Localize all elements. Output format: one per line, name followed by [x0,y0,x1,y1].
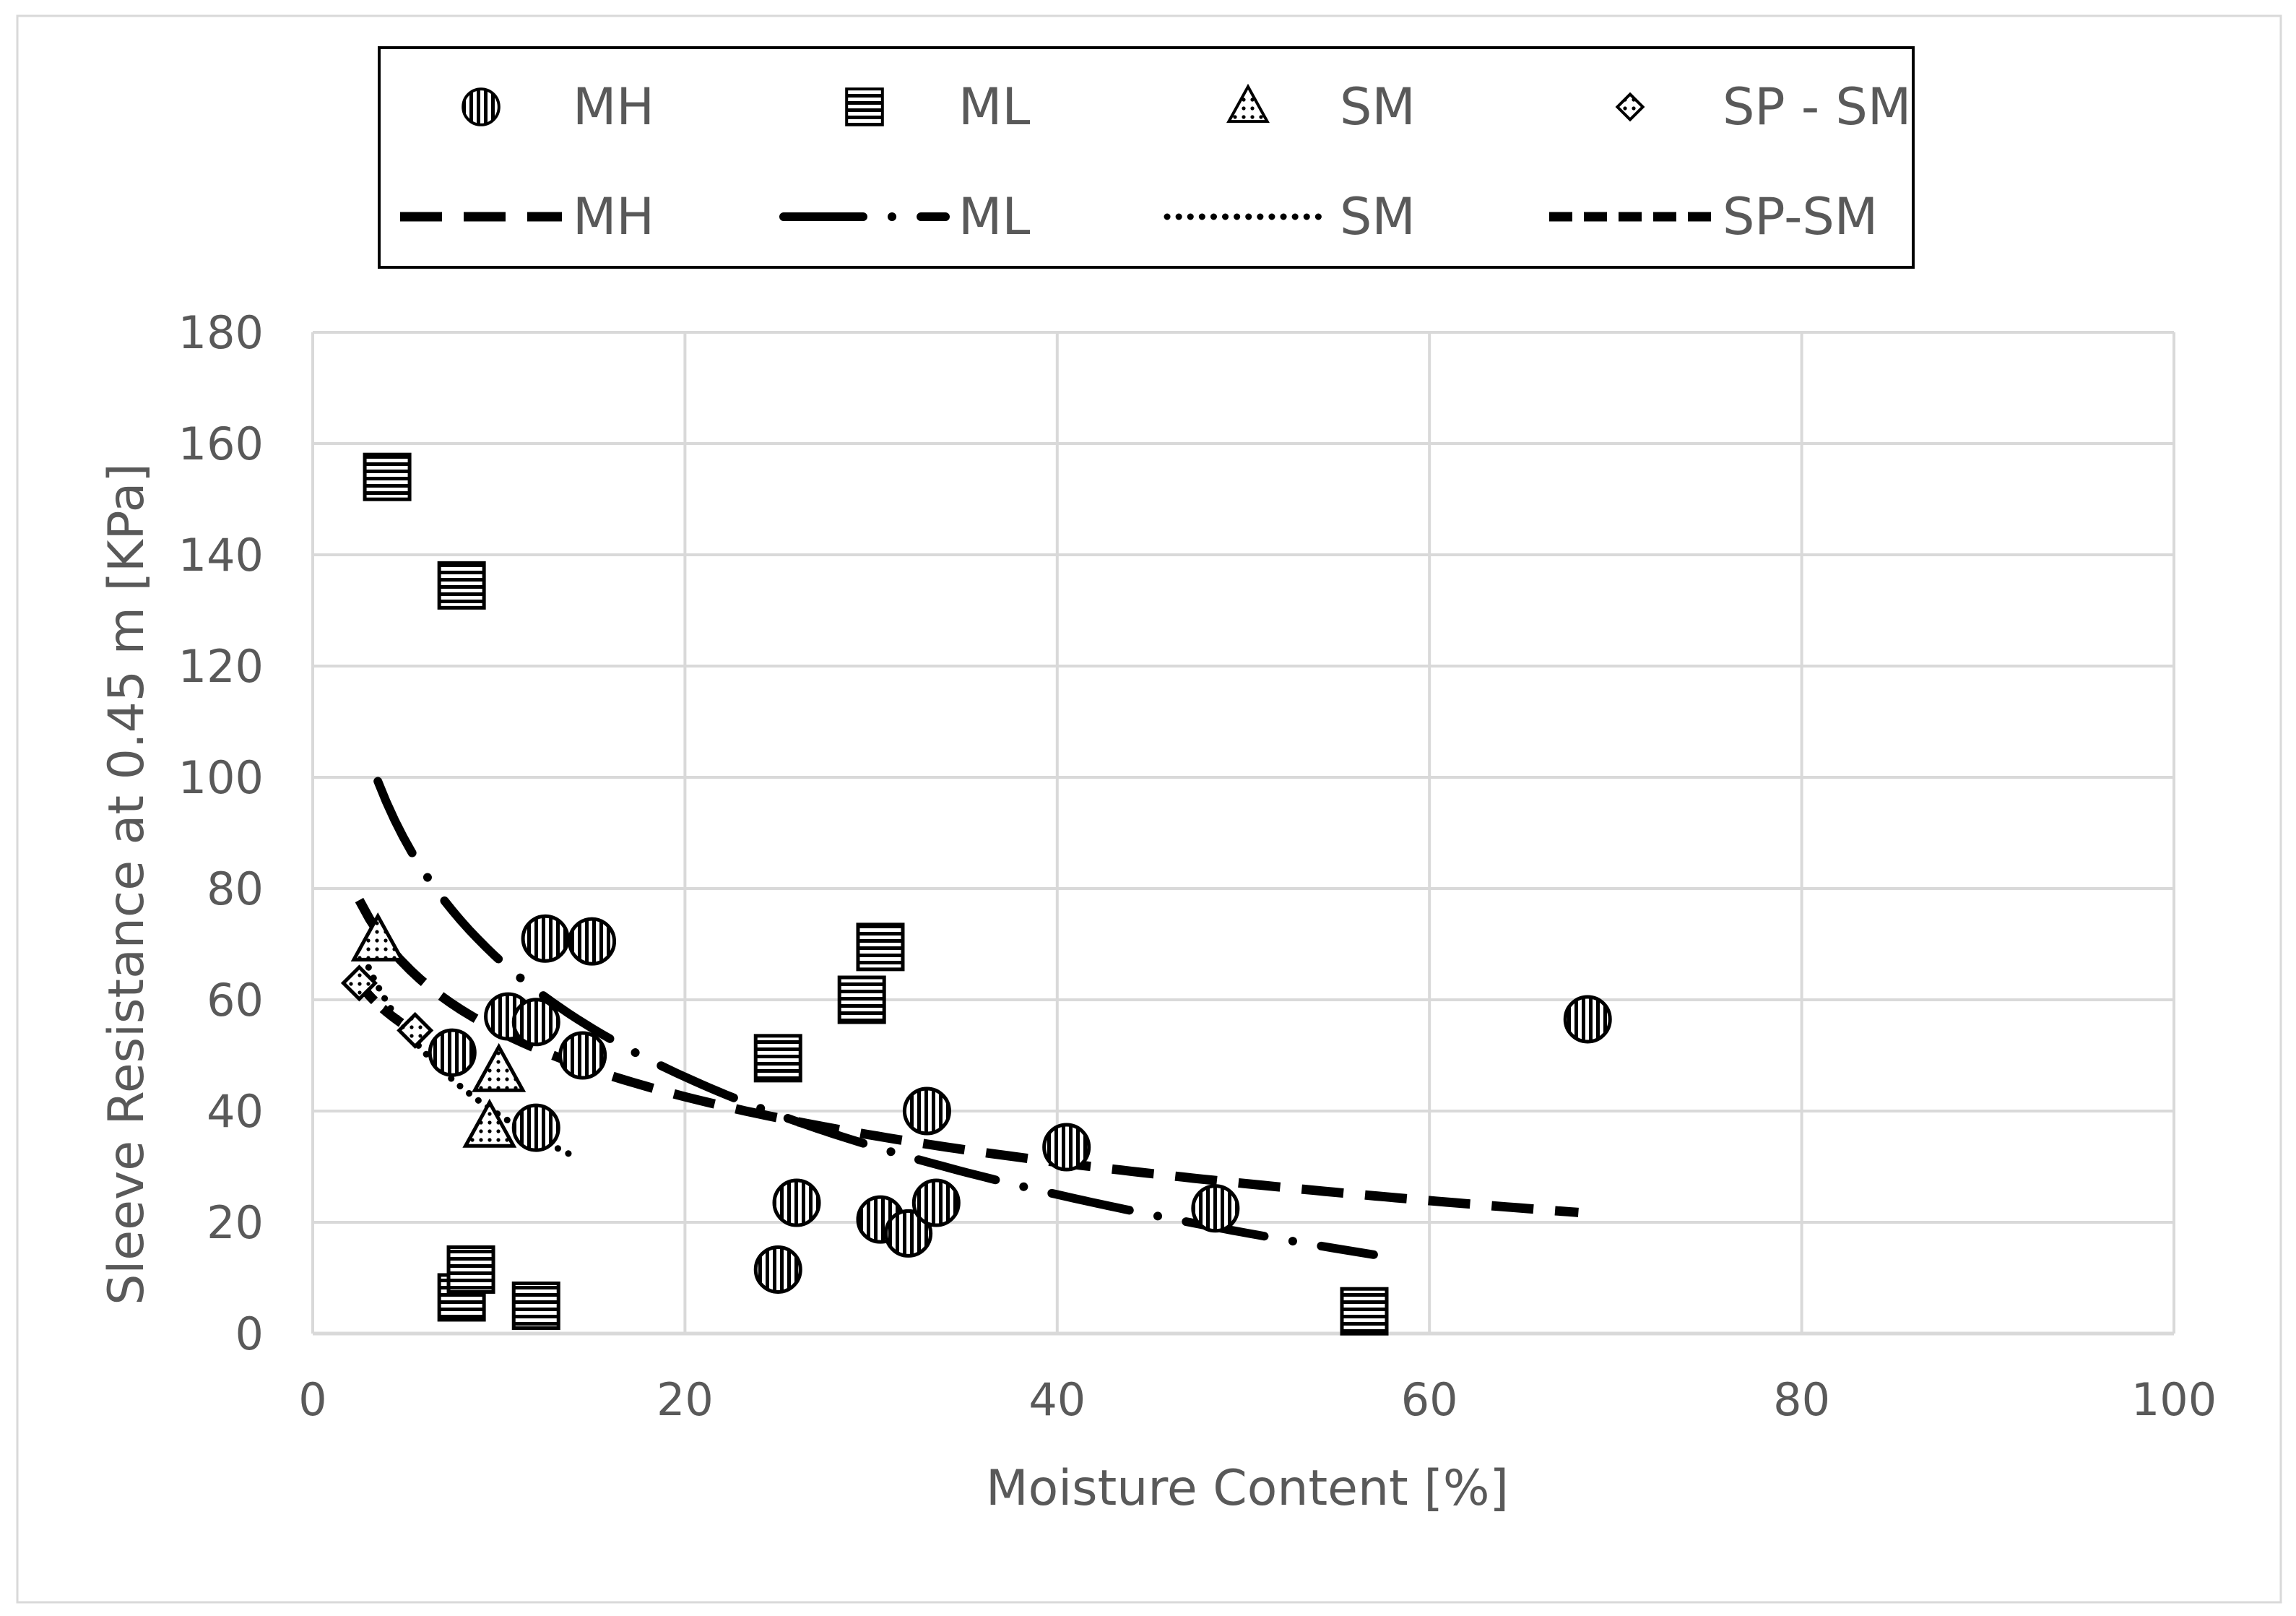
legend-label-trend-sp-sm: SP-SM [1723,187,1878,246]
y-axis-title: Sleeve Resistance at 0.45 m [KPa] [98,463,155,1305]
y-tick-label: 20 [207,1196,264,1249]
sp-sm-marker [340,964,378,1002]
y-tick-label: 60 [207,974,264,1027]
legend-box [378,46,1915,269]
legend-label-trend-sm: SM [1340,187,1416,246]
y-tick-label: 160 [178,418,264,470]
mh-marker [1042,1123,1091,1172]
legend: MH ML SM SP - SM MH ML SM SP-SM [378,46,1915,269]
legend-label-trend-ml: ML [958,187,1030,246]
y-tick-labels: 0 20 40 60 80 100 120 140 160 180 [178,306,264,1360]
sm-marker [350,912,405,962]
ml-marker [837,975,886,1024]
y-tick-label: 100 [178,751,264,804]
mh-marker [753,1245,802,1294]
legend-label-sm: SM [1340,77,1416,137]
y-tick-label: 40 [207,1085,264,1138]
ml-marker [753,1034,802,1083]
ml-marker [511,1282,560,1330]
chart-border [16,14,2282,1604]
y-tick-label: 180 [178,306,264,359]
y-tick-label: 120 [178,640,264,693]
mh-marker [911,1178,961,1227]
legend-label-mh: MH [573,77,654,137]
x-tick-label: 0 [298,1373,326,1426]
mh-marker [558,1031,607,1080]
sm-marker [462,1098,517,1148]
x-tick-label: 80 [1773,1373,1830,1426]
x-tick-label: 40 [1028,1373,1086,1426]
mh-marker [511,998,560,1047]
sm-marker [1226,83,1270,124]
x-tick-label: 20 [657,1373,714,1426]
ml-marker [437,561,486,610]
sm-marker [472,1042,527,1092]
y-tick-label: 0 [235,1308,264,1360]
sp-sm-marker [1615,92,1645,122]
mh-marker [884,1209,933,1258]
mh-marker [462,87,501,126]
trendline-sp-sm [355,980,418,1036]
x-tick-label: 100 [2131,1373,2217,1426]
mh-marker [772,1178,821,1227]
mh-marker [428,1028,477,1077]
mh-marker [1563,995,1612,1044]
x-axis-title: Moisture Content [%] [986,1460,1509,1517]
mh-marker [1191,1184,1240,1233]
y-tick-label: 140 [178,529,264,582]
mh-marker [511,1103,560,1152]
mh-marker [521,914,570,963]
ml-marker [845,87,884,126]
ml-marker [1340,1287,1389,1336]
legend-label-ml: ML [958,77,1030,137]
ml-marker [856,922,905,972]
mh-marker [568,917,617,966]
data-markers [340,452,1612,1336]
legend-label-trend-mh: MH [573,187,654,246]
sp-sm-marker [397,1011,434,1049]
axes [311,332,2174,1336]
ml-marker [446,1245,495,1294]
legend-label-sp-sm: SP - SM [1723,77,1911,137]
ml-marker [363,452,412,501]
x-tick-label: 60 [1401,1373,1458,1426]
mh-marker [902,1086,951,1136]
x-tick-labels: 0 20 40 60 80 100 [298,1373,2217,1426]
y-tick-label: 80 [207,863,264,915]
